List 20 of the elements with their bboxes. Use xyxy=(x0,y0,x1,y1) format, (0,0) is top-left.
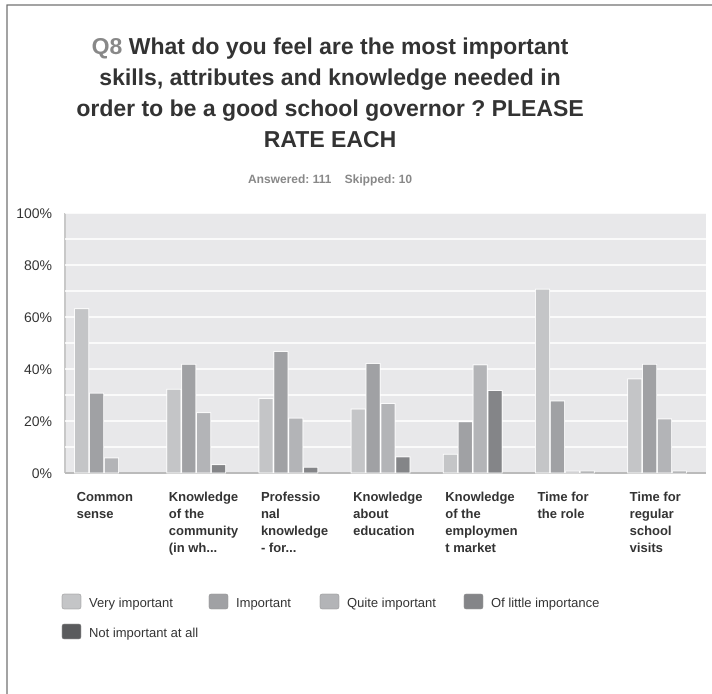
x-tick-label: Time for the role xyxy=(537,489,589,521)
legend-label: Quite important xyxy=(347,595,436,610)
x-tick-label: Knowledge about education xyxy=(353,489,422,538)
legend-label: Very important xyxy=(89,595,174,610)
x-tick-label: Common sense xyxy=(76,489,133,521)
chart-title: Q8 What do you feel are the most important skills, attributes and knowledge needed in order to be a good school governor ? PLEASE RATE EACH xyxy=(76,33,584,152)
legend-label: Of little importance xyxy=(491,595,600,610)
legend-label: Important xyxy=(236,595,292,610)
y-tick-label: 80% xyxy=(24,257,52,273)
y-tick-label: 60% xyxy=(24,309,52,325)
chart-subtitle: Answered: 111 Skipped: 10 xyxy=(248,172,412,186)
x-tick-label: Professional knowledge - for... xyxy=(260,489,328,555)
x-tick-label: Time for regular school visits xyxy=(630,489,681,555)
y-tick-label: 20% xyxy=(24,413,52,429)
y-tick-label: 0% xyxy=(32,465,52,481)
x-tick-label: Knowledge of the community (in wh... xyxy=(168,489,239,555)
y-tick-label: 100% xyxy=(16,205,52,221)
x-tick-label: Knowledge of the employment market xyxy=(445,489,518,555)
legend-label: Not important at all xyxy=(89,625,198,640)
y-tick-label: 40% xyxy=(24,361,52,377)
